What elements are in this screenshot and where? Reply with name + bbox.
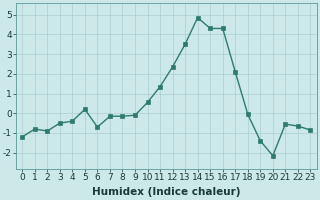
X-axis label: Humidex (Indice chaleur): Humidex (Indice chaleur) — [92, 187, 241, 197]
